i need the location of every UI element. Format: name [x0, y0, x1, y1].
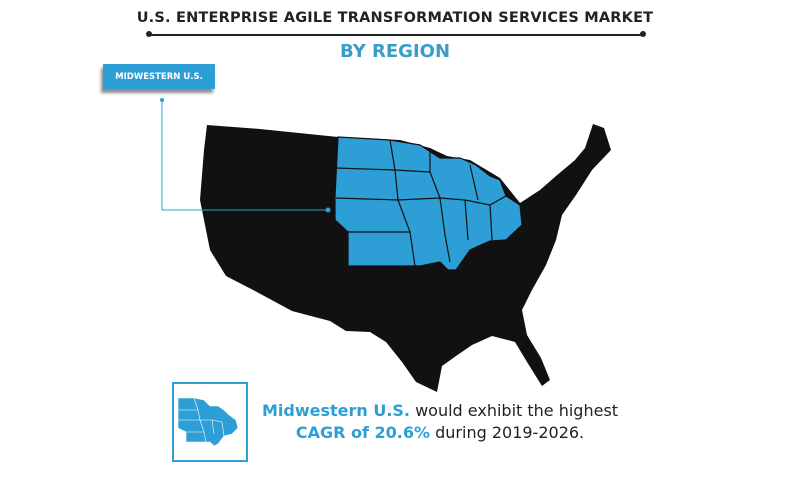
title-divider [148, 34, 642, 36]
infographic-subtitle: BY REGION [339, 41, 451, 62]
region-label-badge: MIDWESTERN U.S. [103, 64, 215, 89]
callout-text-1: would exhibit the highest [410, 401, 619, 420]
divider-dot-right [640, 31, 646, 37]
callout-text-2: during 2019-2026. [430, 423, 585, 442]
midwest-region [334, 136, 523, 271]
leader-dot-end [325, 207, 331, 213]
leader-dot-start [160, 98, 164, 102]
callout-text: Midwestern U.S. would exhibit the highes… [255, 400, 625, 444]
infographic-title: U.S. ENTERPRISE AGILE TRANSFORMATION SER… [136, 10, 654, 26]
callout-icon-frame [172, 382, 248, 462]
callout-cagr: CAGR of 20.6% [295, 423, 431, 442]
midwest-map-icon [177, 397, 239, 447]
callout-region: Midwestern U.S. [261, 401, 410, 420]
midwest-state-lines [335, 139, 507, 267]
divider-dot-left [146, 31, 152, 37]
callout-leader [161, 100, 328, 211]
